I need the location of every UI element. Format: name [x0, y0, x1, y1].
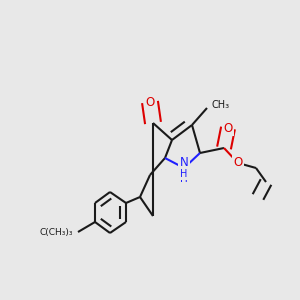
- Text: O: O: [146, 95, 154, 109]
- Text: H: H: [180, 169, 188, 179]
- Text: N: N: [180, 157, 188, 169]
- Text: O: O: [224, 122, 232, 134]
- Text: O: O: [146, 95, 154, 109]
- Text: O: O: [224, 122, 232, 134]
- Text: O: O: [233, 157, 243, 169]
- Text: N: N: [180, 161, 188, 175]
- Text: H: H: [180, 174, 188, 184]
- Text: C(CH₃)₃: C(CH₃)₃: [40, 227, 73, 236]
- Text: O: O: [233, 157, 243, 169]
- Text: CH₃: CH₃: [212, 100, 230, 110]
